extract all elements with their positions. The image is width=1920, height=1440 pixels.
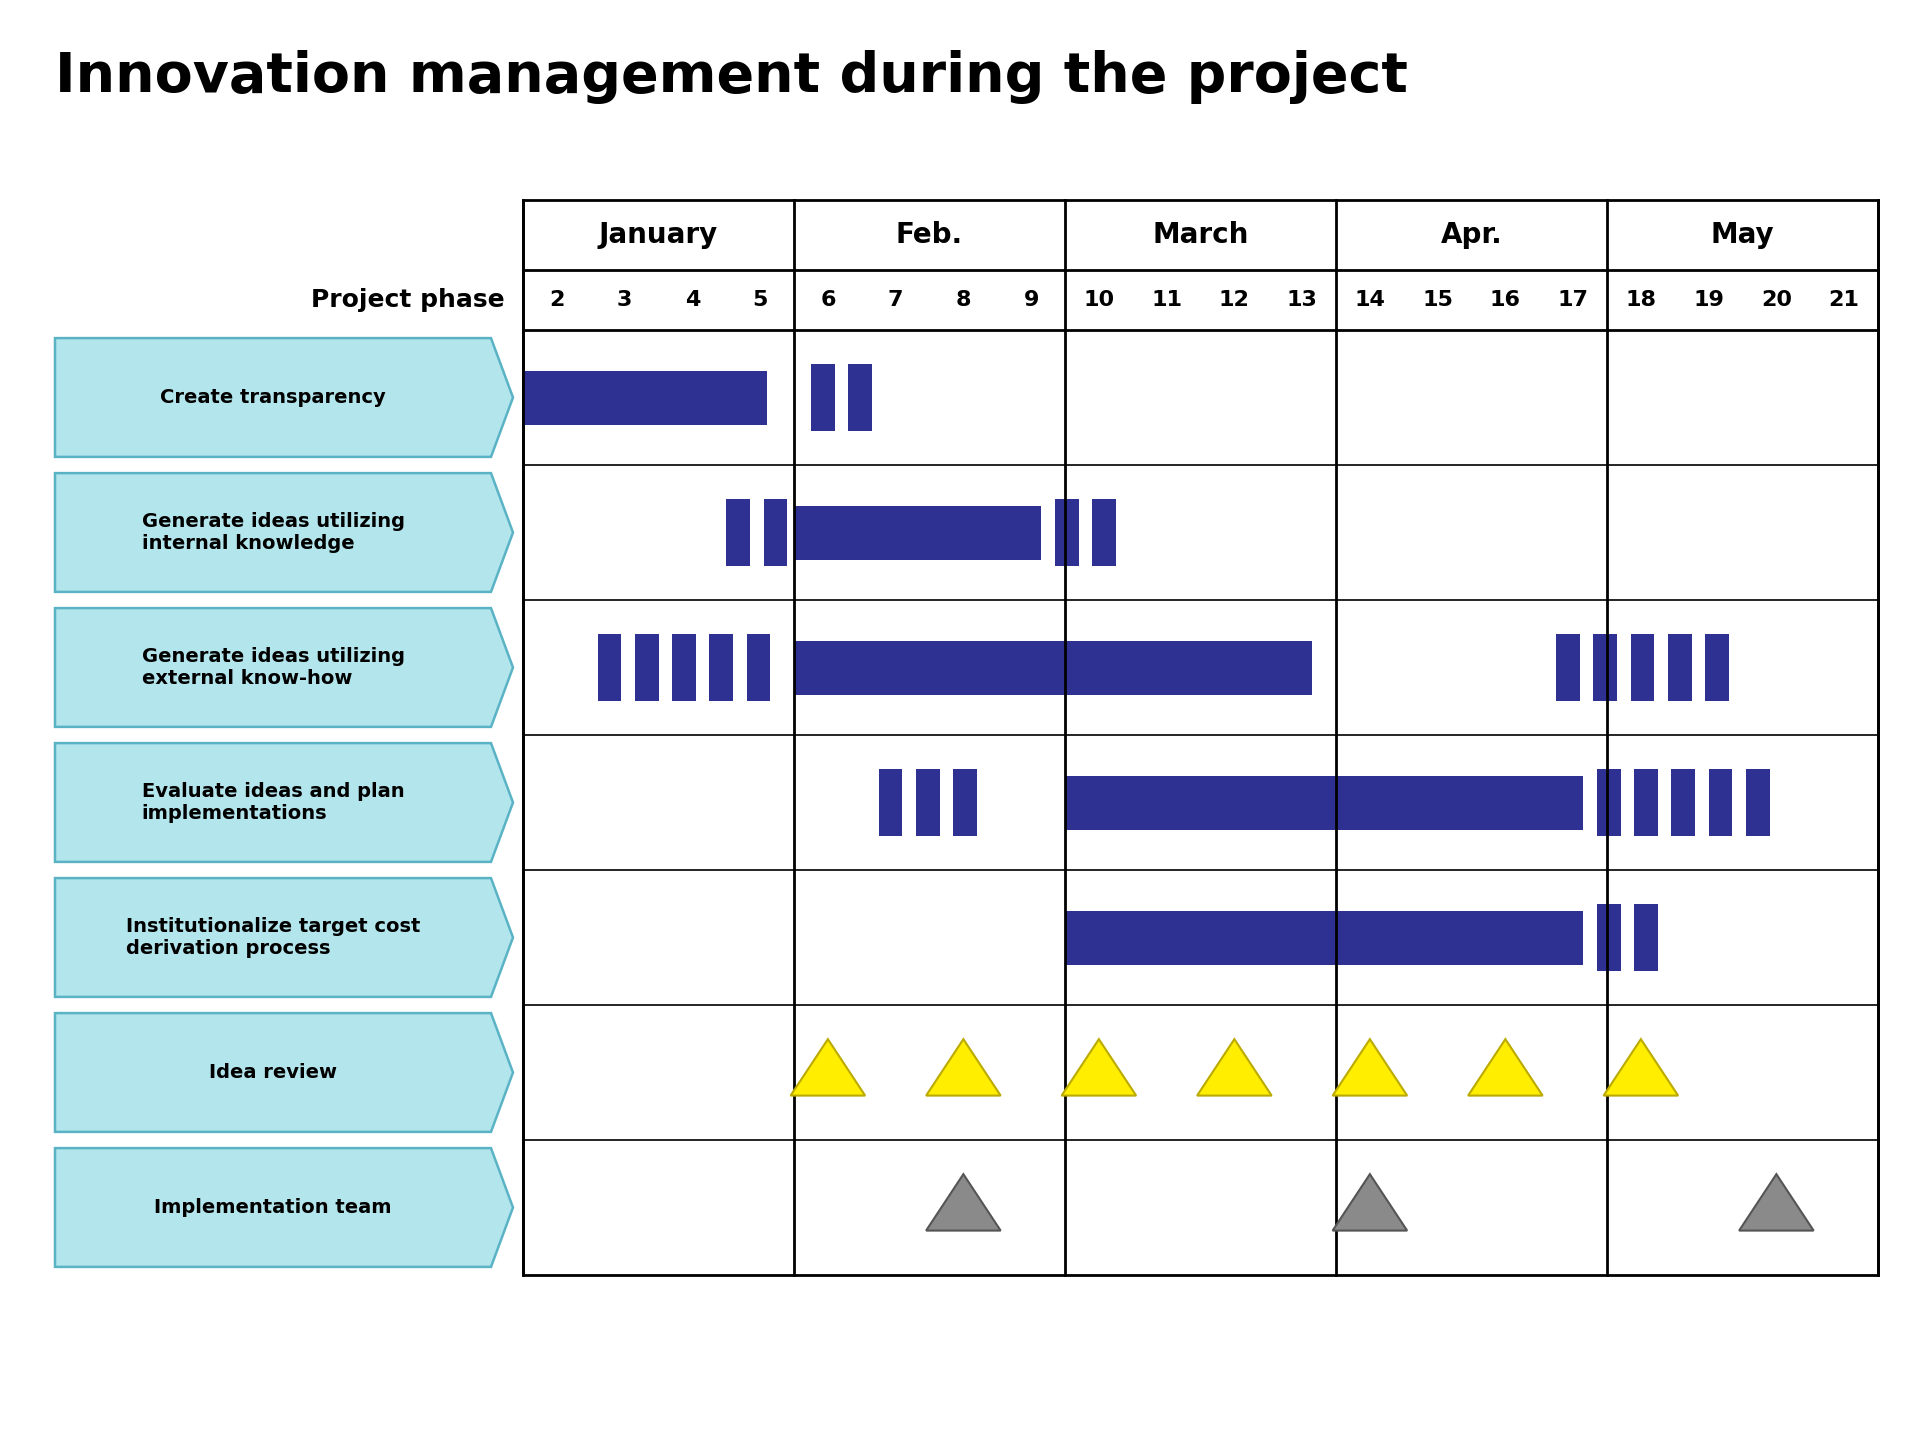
Text: Evaluate ideas and plan
implementations: Evaluate ideas and plan implementations xyxy=(142,782,405,824)
Text: Generate ideas utilizing
internal knowledge: Generate ideas utilizing internal knowle… xyxy=(142,513,405,553)
Text: 10: 10 xyxy=(1083,289,1114,310)
Polygon shape xyxy=(1332,1040,1407,1096)
Text: Feb.: Feb. xyxy=(897,220,964,249)
Text: Generate ideas utilizing
external know-how: Generate ideas utilizing external know-h… xyxy=(142,647,405,688)
Bar xyxy=(1557,634,1580,701)
Bar xyxy=(636,634,659,701)
Text: 8: 8 xyxy=(956,289,972,310)
Bar xyxy=(1066,910,1584,965)
Bar xyxy=(522,370,766,425)
Text: January: January xyxy=(599,220,718,249)
Text: 12: 12 xyxy=(1219,289,1250,310)
Text: 6: 6 xyxy=(820,289,835,310)
Text: 18: 18 xyxy=(1626,289,1657,310)
Bar xyxy=(1709,769,1732,837)
Bar xyxy=(522,200,1878,1274)
Text: Apr.: Apr. xyxy=(1440,220,1501,249)
Text: 21: 21 xyxy=(1828,289,1860,310)
Text: May: May xyxy=(1711,220,1774,249)
Polygon shape xyxy=(56,743,513,863)
Text: 4: 4 xyxy=(685,289,701,310)
Bar xyxy=(1668,634,1692,701)
Bar xyxy=(916,769,939,837)
Bar xyxy=(795,641,1311,694)
Text: 2: 2 xyxy=(549,289,564,310)
Bar xyxy=(672,634,695,701)
Text: Create transparency: Create transparency xyxy=(159,387,386,408)
Bar xyxy=(1705,634,1728,701)
Polygon shape xyxy=(56,338,513,456)
Text: 3: 3 xyxy=(616,289,632,310)
Bar xyxy=(952,769,977,837)
Bar xyxy=(747,634,770,701)
Bar xyxy=(708,634,733,701)
Bar xyxy=(726,498,751,566)
Polygon shape xyxy=(1196,1040,1271,1096)
Text: 20: 20 xyxy=(1761,289,1791,310)
Bar xyxy=(1066,776,1584,829)
Polygon shape xyxy=(1469,1040,1542,1096)
Text: March: March xyxy=(1152,220,1248,249)
Text: 11: 11 xyxy=(1152,289,1183,310)
Bar xyxy=(1630,634,1655,701)
Text: 17: 17 xyxy=(1557,289,1588,310)
Bar xyxy=(879,769,902,837)
Polygon shape xyxy=(925,1174,1000,1231)
Text: Idea review: Idea review xyxy=(209,1063,338,1081)
Bar xyxy=(1745,769,1770,837)
Polygon shape xyxy=(1603,1040,1678,1096)
Bar xyxy=(764,498,787,566)
Bar xyxy=(1597,904,1620,971)
Bar xyxy=(1597,769,1620,837)
Polygon shape xyxy=(925,1040,1000,1096)
Polygon shape xyxy=(56,1014,513,1132)
Text: Innovation management during the project: Innovation management during the project xyxy=(56,50,1407,104)
Bar xyxy=(1092,498,1116,566)
Polygon shape xyxy=(56,1148,513,1267)
Polygon shape xyxy=(791,1040,866,1096)
Polygon shape xyxy=(56,878,513,996)
Bar xyxy=(849,364,872,431)
Bar xyxy=(795,505,1041,560)
Text: Institutionalize target cost
derivation process: Institutionalize target cost derivation … xyxy=(127,917,420,958)
Text: Project phase: Project phase xyxy=(311,288,505,312)
Text: 13: 13 xyxy=(1286,289,1317,310)
Bar xyxy=(1054,498,1079,566)
Text: 7: 7 xyxy=(887,289,904,310)
Text: 5: 5 xyxy=(753,289,768,310)
Polygon shape xyxy=(56,608,513,727)
Bar xyxy=(1594,634,1617,701)
Text: 15: 15 xyxy=(1423,289,1453,310)
Bar xyxy=(597,634,622,701)
Bar xyxy=(1634,769,1657,837)
Text: 16: 16 xyxy=(1490,289,1521,310)
Polygon shape xyxy=(1332,1174,1407,1231)
Text: 14: 14 xyxy=(1354,289,1386,310)
Bar xyxy=(1672,769,1695,837)
Text: Implementation team: Implementation team xyxy=(154,1198,392,1217)
Bar xyxy=(810,364,835,431)
Polygon shape xyxy=(1740,1174,1814,1231)
Text: 19: 19 xyxy=(1693,289,1724,310)
Bar xyxy=(1634,904,1657,971)
Polygon shape xyxy=(1062,1040,1137,1096)
Text: 9: 9 xyxy=(1023,289,1039,310)
Polygon shape xyxy=(56,474,513,592)
